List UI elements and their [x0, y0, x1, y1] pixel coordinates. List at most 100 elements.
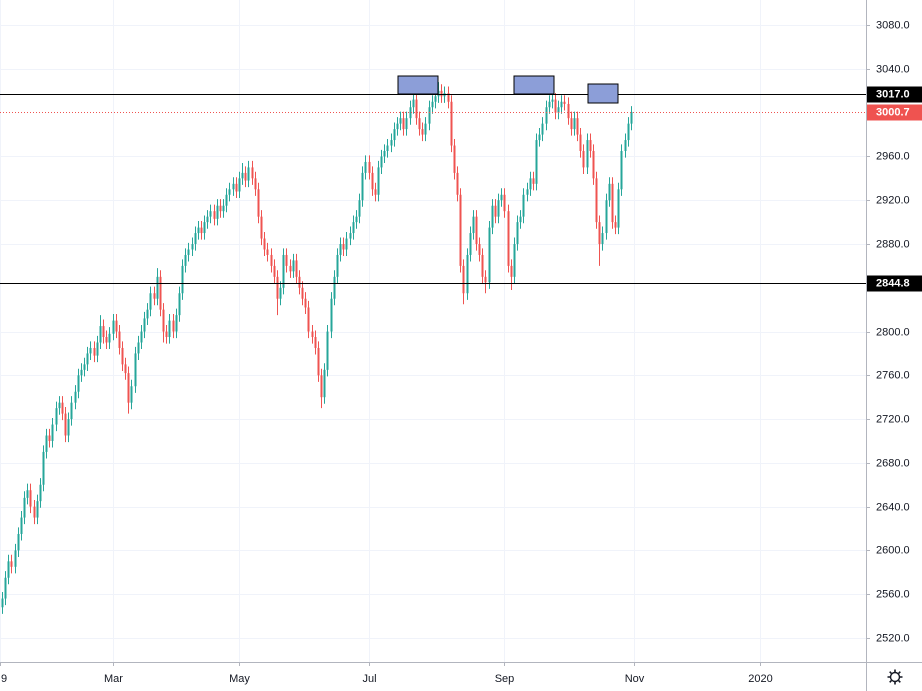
candle-body: [466, 254, 469, 294]
candle-body: [292, 260, 295, 272]
y-tick-label: 2560.0: [876, 588, 910, 600]
candle-body: [456, 172, 459, 195]
candle-body: [219, 205, 222, 212]
candle-body: [232, 183, 235, 190]
candle-body: [595, 178, 598, 223]
candle-body: [434, 96, 437, 102]
settings-icon[interactable]: [887, 669, 903, 685]
candle-body: [399, 118, 402, 124]
annotation-box: [587, 83, 619, 104]
candle-body: [216, 205, 219, 219]
candle-body: [295, 260, 298, 277]
candle-body: [567, 103, 570, 119]
candle-body: [500, 194, 503, 201]
candle-body: [431, 101, 434, 108]
candle-body: [383, 151, 386, 157]
candle-body: [149, 293, 152, 310]
candle-body: [551, 99, 554, 102]
candle-body: [355, 216, 358, 223]
candle-body: [70, 402, 73, 420]
candle-body: [570, 118, 573, 130]
candle-body: [36, 501, 39, 518]
price-label: 3000.7: [876, 106, 910, 118]
price-label-box: [867, 104, 922, 121]
candle-body: [522, 194, 525, 217]
y-tick-label: 2960.0: [876, 150, 910, 162]
candle-body: [361, 172, 364, 201]
candle-body: [191, 244, 194, 250]
annotation-box: [397, 75, 439, 95]
candle-body: [17, 533, 20, 551]
candle-body: [345, 238, 348, 250]
candle-body: [206, 216, 209, 223]
axes: 3080.0 3040.0 2960.0 2920.0 2880.0 2800.0 2760…: [0, 19, 922, 685]
candle-body: [298, 276, 301, 288]
candle-body: [153, 293, 156, 299]
x-tick-label: May: [229, 673, 250, 685]
candle-body: [7, 561, 10, 578]
candle-body: [140, 331, 143, 343]
candle-body: [4, 577, 7, 599]
candle-body: [33, 506, 36, 518]
candle-body: [311, 331, 314, 338]
candle-body: [165, 331, 168, 338]
y-tick-label: 2520.0: [876, 632, 910, 644]
candle-body: [478, 244, 481, 255]
candle-body: [238, 178, 241, 192]
candle-body: [181, 265, 184, 294]
y-tick-label: 3080.0: [876, 19, 910, 31]
candle-body: [333, 276, 336, 299]
candle-body: [121, 347, 124, 365]
candle-body: [105, 337, 108, 343]
candle-body: [611, 183, 614, 223]
candle-body: [469, 233, 472, 255]
candle-body: [323, 369, 326, 398]
candle-body: [421, 129, 424, 135]
candle-body: [586, 140, 589, 168]
candle-body: [617, 189, 620, 228]
candle-body: [83, 364, 86, 370]
candle-body: [320, 375, 323, 398]
x-tick-label: 2020: [748, 673, 772, 685]
candle-body: [513, 244, 516, 277]
candle-body: [507, 211, 510, 266]
candle-body: [282, 254, 285, 288]
candle-body: [601, 233, 604, 245]
candle-body: [545, 107, 548, 124]
candle-body: [579, 134, 582, 152]
candle-body: [1, 598, 4, 608]
candle-body: [624, 140, 627, 152]
candle-body: [134, 353, 137, 387]
candle-body: [48, 435, 51, 441]
candle-body: [440, 90, 443, 97]
candle-body: [137, 342, 140, 354]
candle-body: [209, 211, 212, 217]
candle-body: [29, 490, 32, 507]
x-tick-label: 9: [1, 673, 7, 685]
candle-body: [424, 123, 427, 135]
candle-body: [529, 178, 532, 190]
candle-body: [349, 233, 352, 239]
candle-body: [484, 276, 487, 283]
candle-body: [10, 561, 13, 567]
candle-body: [488, 227, 491, 283]
candle-body: [497, 200, 500, 217]
candle-body: [453, 145, 456, 173]
candle-body: [462, 265, 465, 294]
candle-body: [276, 276, 279, 299]
candle-body: [510, 265, 513, 277]
candle-body: [197, 227, 200, 234]
candle-body: [402, 118, 405, 130]
candle-body: [472, 216, 475, 234]
candle-body: [415, 99, 418, 119]
candle-body: [317, 347, 320, 376]
candle-body: [257, 189, 260, 217]
candle-body: [481, 254, 484, 277]
candle-body: [418, 118, 421, 130]
candle-body: [339, 244, 342, 255]
candle-body: [314, 337, 317, 348]
x-tick-label: Jul: [362, 673, 376, 685]
candle-body: [538, 134, 541, 141]
candle-body: [213, 211, 216, 219]
